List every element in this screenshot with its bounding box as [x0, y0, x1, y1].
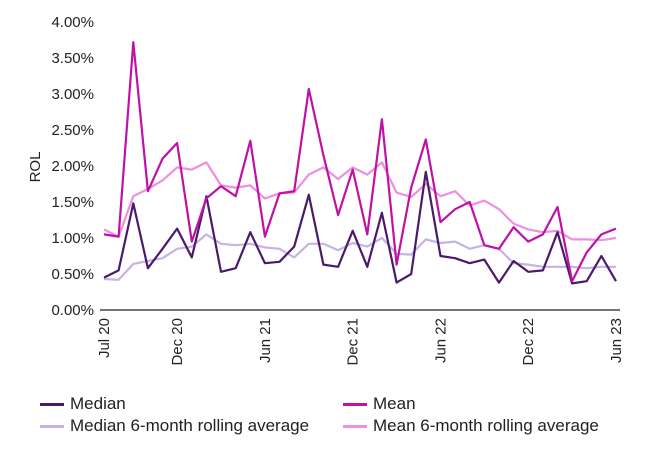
- legend-label-mean: Mean: [373, 394, 416, 413]
- y-tick-label: 2.00%: [51, 158, 94, 175]
- y-tick-label: 0.00%: [51, 302, 94, 319]
- legend-swatch-median-rolling: [40, 424, 64, 428]
- legend-item-mean-rolling: Mean 6-month rolling average: [343, 416, 599, 436]
- legend: Median Mean Median 6-month rolling avera…: [40, 394, 640, 444]
- y-tick-label: 0.50%: [51, 266, 94, 283]
- series-line-mean-6-month-rolling-average: [103, 161, 617, 242]
- y-axis-title: ROL: [27, 152, 44, 183]
- x-tick-label: Dec 22: [520, 318, 537, 366]
- legend-swatch-mean-rolling: [343, 424, 367, 428]
- x-tick-label: Jun 22: [432, 318, 449, 363]
- x-tick-label: Jun 21: [257, 318, 274, 363]
- y-tick-label: 1.00%: [51, 230, 94, 247]
- legend-label-median-rolling: Median 6-month rolling average: [70, 416, 310, 435]
- x-tick-label: Jun 23: [608, 318, 625, 363]
- legend-swatch-mean: [343, 402, 367, 406]
- y-tick-label: 4.00%: [51, 14, 94, 31]
- legend-label-median: Median: [70, 394, 126, 413]
- legend-item-median-rolling: Median 6-month rolling average: [40, 416, 309, 436]
- legend-item-median: Median: [40, 394, 126, 414]
- series-line-median: [103, 170, 617, 285]
- series-line-mean: [103, 41, 617, 283]
- legend-label-mean-rolling: Mean 6-month rolling average: [373, 416, 599, 435]
- x-tick-label: Dec 21: [345, 318, 362, 366]
- x-tick-label: Jul 20: [96, 318, 113, 358]
- y-tick-label: 3.50%: [51, 50, 94, 67]
- y-tick-label: 1.50%: [51, 194, 94, 211]
- legend-item-mean: Mean: [343, 394, 416, 414]
- y-tick-label: 2.50%: [51, 122, 94, 139]
- series-line-median-6-month-rolling-average: [103, 233, 616, 281]
- y-tick-label: 3.00%: [51, 86, 94, 103]
- legend-swatch-median: [40, 402, 64, 406]
- x-tick-label: Dec 20: [169, 318, 186, 366]
